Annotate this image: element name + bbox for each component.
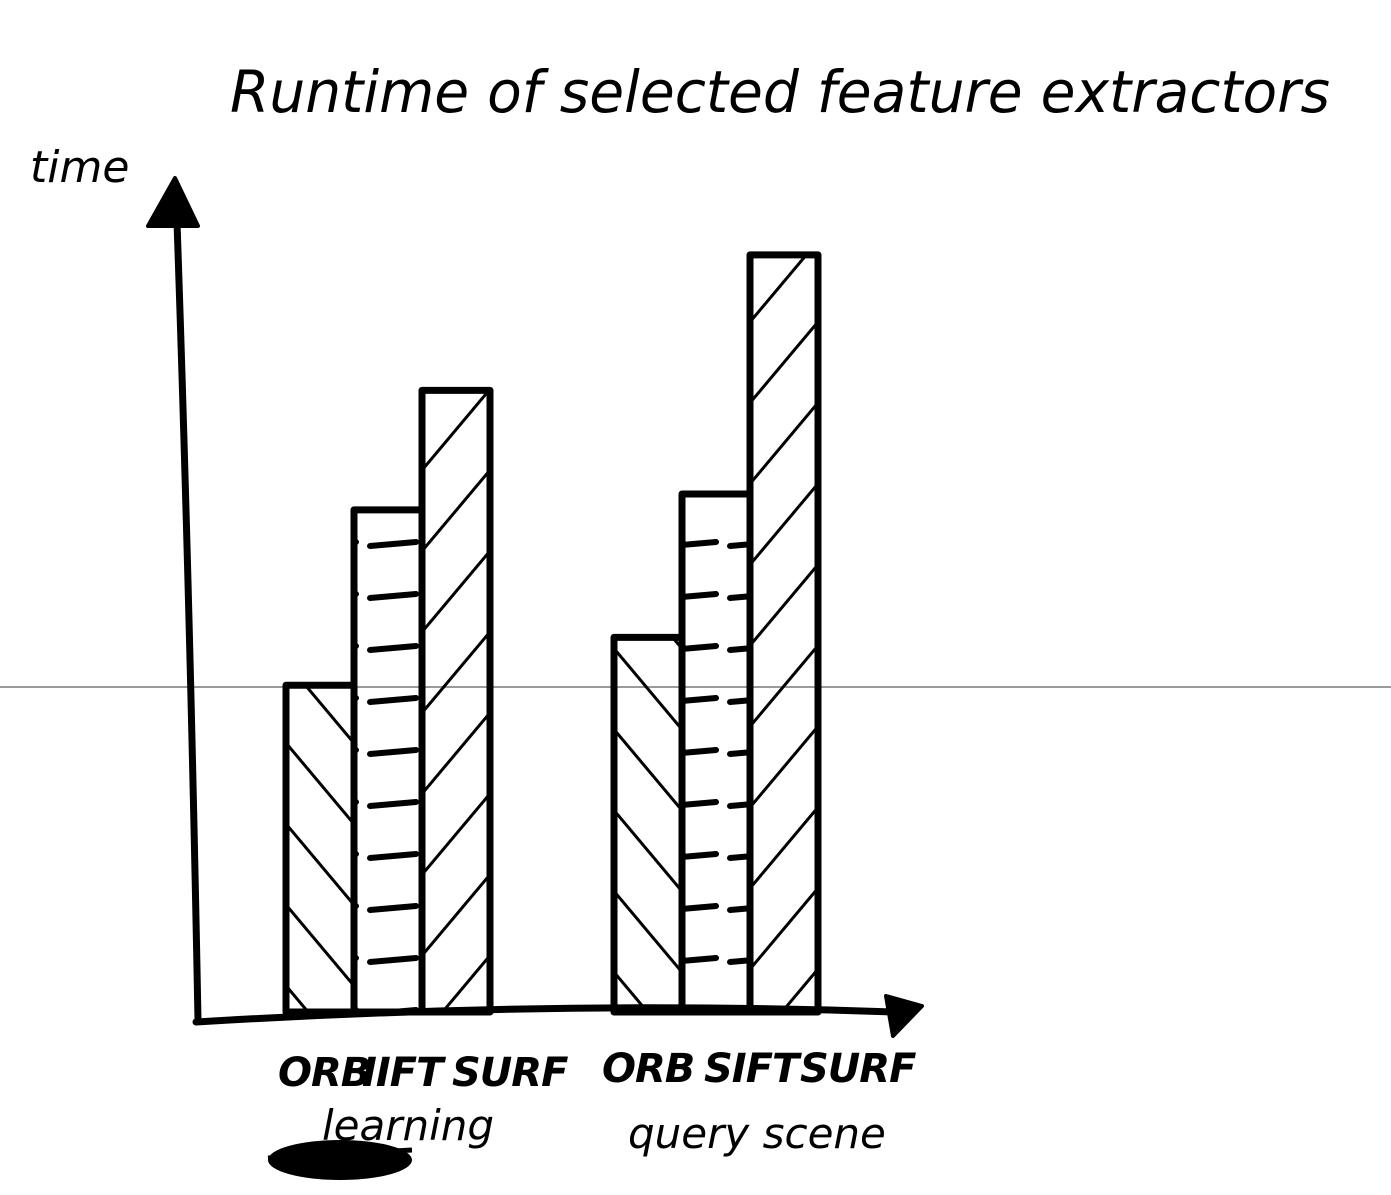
x-axis-arrow-icon bbox=[884, 994, 924, 1038]
bar-hatch-learning-iift bbox=[354, 509, 422, 1012]
tick-label-learning-surf: SURF bbox=[452, 1050, 568, 1096]
bar-hatch-learning-orb bbox=[286, 685, 354, 1012]
tick-label-query-orb: ORB bbox=[602, 1046, 694, 1092]
bar-hatch-query-scene-sift bbox=[682, 493, 750, 1012]
tick-label-query-sift: SIFT bbox=[704, 1046, 802, 1092]
bar-learning-surf bbox=[418, 386, 494, 1016]
y-axis-label: time bbox=[30, 142, 129, 193]
tick-label-learning-orb: ORB bbox=[278, 1050, 370, 1096]
bars-layer bbox=[282, 251, 822, 1016]
bar-query-scene-surf bbox=[746, 251, 822, 1016]
tick-label-learning-iift: IIFT bbox=[362, 1050, 446, 1096]
bar-hatch-query-scene-orb bbox=[614, 637, 682, 1012]
crossed-out-scribble bbox=[267, 1140, 413, 1180]
y-axis bbox=[173, 218, 202, 1024]
bar-hatch-query-scene-surf bbox=[750, 254, 818, 1013]
tick-label-query-surf: SURF bbox=[800, 1046, 916, 1092]
bar-hatch-learning-surf bbox=[422, 390, 490, 1013]
group-label-query-scene: query scene bbox=[628, 1109, 886, 1158]
y-axis-arrow-icon bbox=[146, 176, 200, 228]
chart-title: Runtime of selected feature extractors bbox=[230, 58, 1330, 126]
